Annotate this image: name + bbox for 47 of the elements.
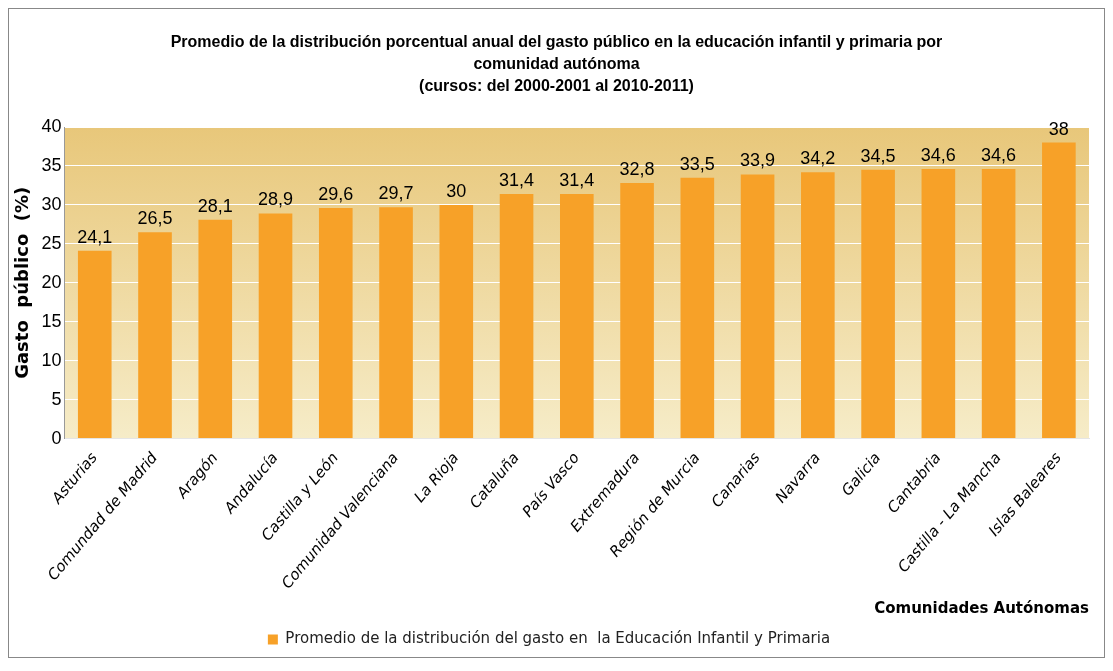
bar [198,219,233,439]
bar [680,177,715,439]
data-label: 29,6 [318,183,354,204]
data-label: 34,2 [800,148,836,169]
bar [560,193,594,439]
bar [258,213,293,439]
bar [499,193,534,439]
chart-title: Promedio de la distribución porcentual anual del gasto público en la educación infantil y primaria por comunidad autónoma [169,32,944,74]
bar [921,169,956,439]
y-axis-title: Gasto público (%) [11,186,33,379]
bar [620,183,654,439]
data-label: 28,9 [258,189,294,210]
data-label: 31,4 [499,169,535,190]
data-label: 33,9 [740,150,776,171]
bar [861,169,895,439]
bar [138,232,172,439]
chart-subtitle: (cursos: del 2000-2001 al 2010-2011) [418,76,695,96]
data-label: 26,5 [137,208,173,229]
data-label: 34,5 [860,145,896,166]
y-tick-label: 15 [41,310,62,331]
data-label: 24,1 [77,226,113,247]
data-label: 34,6 [981,145,1017,166]
bar [318,208,353,439]
data-label: 29,7 [378,183,414,204]
y-tick-label: 35 [41,154,62,175]
data-label: 33,5 [679,153,715,174]
bar [740,174,775,439]
bar [379,207,413,439]
data-label: 28,1 [197,195,233,216]
data-label: 34,6 [920,145,956,166]
y-tick-label: 40 [41,115,62,136]
y-tick-label: 0 [51,427,62,448]
bar [981,169,1016,439]
bar [801,172,835,439]
y-tick-label: 10 [41,349,62,370]
y-tick-label: 5 [51,388,62,409]
data-label: 30 [446,180,467,201]
legend-label: Promedio de la distribución del gasto en la Educación Infantil y Primaria [285,629,831,648]
y-tick-label: 20 [41,271,62,292]
data-label: 31,4 [559,169,595,190]
y-tick-label: 30 [41,193,62,214]
bar [1042,142,1076,439]
x-axis-title: Comunidades Autónomas [874,598,1090,617]
bar [439,204,474,439]
y-tick-label: 25 [41,232,62,253]
data-label: 32,8 [619,159,655,180]
bar [77,250,112,439]
